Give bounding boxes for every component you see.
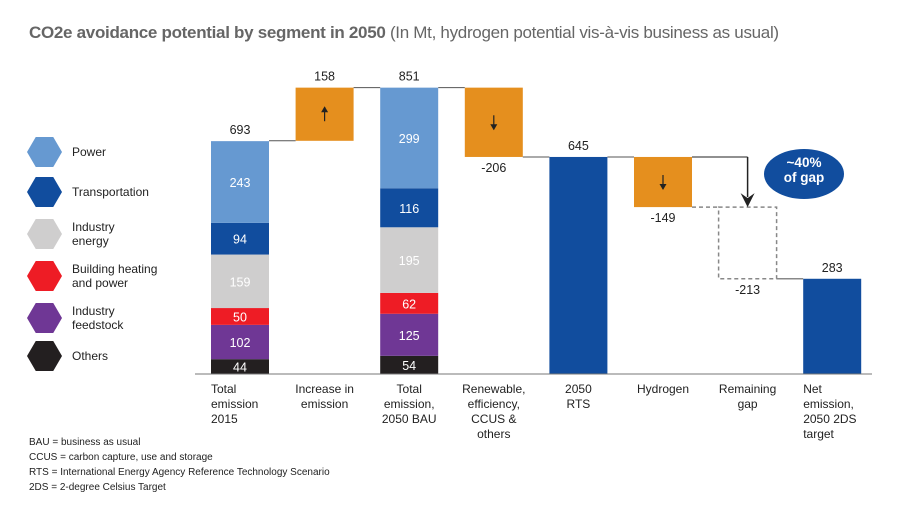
segment-label: 243 <box>230 176 251 190</box>
total-label: 693 <box>230 123 251 137</box>
arrow-down-icon <box>490 115 498 131</box>
bar-segment <box>211 324 269 360</box>
category-label: efficiency, <box>468 397 520 411</box>
footnote: CCUS = carbon capture, use and storage <box>29 452 213 463</box>
segment-label: 195 <box>399 254 420 268</box>
category-label: 2050 BAU <box>382 412 437 426</box>
legend-item: Industry feedstock <box>27 303 207 333</box>
category-label: 2050 <box>565 382 592 396</box>
category-label: Total <box>397 382 422 396</box>
category-label: Hydrogen <box>637 382 689 396</box>
category-label: Net <box>803 382 822 396</box>
legend-label: Industry energy <box>72 220 115 248</box>
category-label: 2015 <box>211 412 238 426</box>
category-label: 2050 2DS <box>803 412 856 426</box>
bar-segment <box>211 141 269 223</box>
bar-segment <box>380 87 439 189</box>
category-label: emission <box>301 397 348 411</box>
delta-label: -149 <box>650 211 675 225</box>
delta-label: -213 <box>735 283 760 297</box>
arrow-up-icon <box>321 106 329 122</box>
category-label: others <box>477 427 510 441</box>
footnote: BAU = business as usual <box>29 437 141 448</box>
legend-item: Power <box>27 137 207 167</box>
legend-label: Power <box>72 145 107 159</box>
segment-label: 102 <box>230 336 251 350</box>
segment-label: 44 <box>233 361 247 375</box>
callout-text: of gap <box>784 170 825 185</box>
legend-label: Transportation <box>72 185 149 199</box>
bar-segment <box>380 227 439 293</box>
legend-label: Others <box>72 349 109 363</box>
category-label: target <box>803 427 834 441</box>
legend-item: Industry energy <box>27 219 207 249</box>
category-label: Total <box>211 382 236 396</box>
category-label: Increase in <box>295 382 354 396</box>
gap-arrow-head-icon <box>740 193 755 208</box>
legend-label: Industry feedstock <box>72 304 124 332</box>
total-bar <box>549 156 608 374</box>
footnotes: BAU = business as usual CCUS = carbon ca… <box>29 435 330 495</box>
remaining-gap-box <box>717 206 778 280</box>
footnote: 2DS = 2-degree Celsius Target <box>29 482 166 493</box>
legend-label: Building heating and power <box>72 262 158 290</box>
category-label: CCUS & <box>471 412 516 426</box>
segment-label: 62 <box>402 297 416 311</box>
title-bold: CO2e avoidance potential by segment in 2… <box>29 23 386 42</box>
callout-badge <box>764 149 844 199</box>
bar-segment <box>380 292 439 314</box>
total-label: 851 <box>399 70 420 84</box>
bar-segment <box>380 355 439 374</box>
category-label: RTS <box>567 397 591 411</box>
category-label: emission, <box>384 397 435 411</box>
segment-label: 116 <box>399 202 419 216</box>
category-label: Remaining <box>719 382 776 396</box>
chart-title: CO2e avoidance potential by segment in 2… <box>29 23 779 43</box>
segment-label: 54 <box>402 359 416 373</box>
total-label: 645 <box>568 139 589 153</box>
segment-label: 299 <box>399 132 420 146</box>
delta-label: 158 <box>314 70 335 84</box>
legend-item: Building heating and power <box>27 261 207 291</box>
category-label: gap <box>738 397 758 411</box>
bar-segment <box>380 188 439 228</box>
total-bar <box>803 278 862 374</box>
total-label: 283 <box>822 261 843 275</box>
bar-segment <box>380 313 439 356</box>
footnote: RTS = International Energy Agency Refere… <box>29 467 330 478</box>
legend-item: Others <box>27 341 207 371</box>
category-label: emission <box>211 397 258 411</box>
bar-segment <box>211 359 269 374</box>
delta-label: -206 <box>481 161 506 175</box>
segment-label: 125 <box>399 329 420 343</box>
legend-item: Transportation <box>27 177 207 207</box>
segment-label: 50 <box>233 310 247 324</box>
callout-text: ~40% <box>787 155 822 170</box>
segment-label: 94 <box>233 233 247 247</box>
segment-label: 159 <box>230 275 251 289</box>
bar-segment <box>211 222 269 255</box>
title-subtitle: (In Mt, hydrogen potential vis-à-vis bus… <box>385 23 779 42</box>
category-label: Renewable, <box>462 382 525 396</box>
category-label: emission, <box>803 397 854 411</box>
bar-segment <box>211 254 269 309</box>
bar-segment <box>211 308 269 325</box>
arrow-down-icon <box>659 175 667 191</box>
